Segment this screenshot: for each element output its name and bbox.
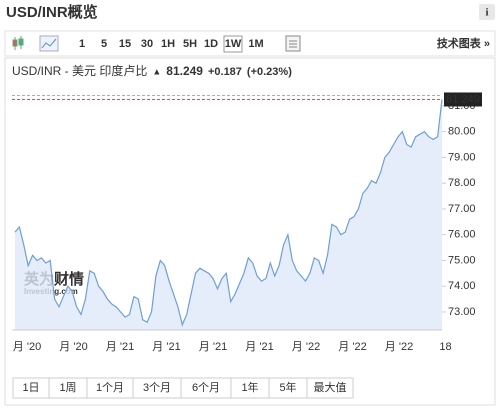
info-button[interactable] [479, 4, 495, 20]
x-tick-label: 18 [439, 341, 451, 353]
x-tick-label: 月 '21 [199, 341, 227, 353]
range-label: 5年 [279, 380, 296, 394]
toolbar [4, 30, 496, 57]
x-tick-label: 月 '22 [338, 341, 366, 353]
chart-frame [4, 57, 496, 406]
advanced-chart-link[interactable]: 技术图表 » [437, 36, 490, 50]
last-price-label: 81.249 [446, 93, 480, 105]
settings-icon[interactable] [285, 35, 301, 52]
interval-button[interactable]: 5 [101, 38, 107, 50]
y-tick-label: 77.00 [448, 203, 476, 215]
range-button[interactable] [306, 377, 354, 399]
interval-button[interactable]: 1W [225, 38, 242, 50]
change-pct: (+0.23%) [247, 66, 292, 78]
title: USD/INR概览 [6, 3, 98, 21]
x-tick-label: 月 '20 [13, 341, 41, 353]
arrow: ▲ [152, 66, 161, 76]
x-tick-label: 月 '20 [59, 341, 87, 353]
x-tick-label: 月 '21 [152, 341, 180, 353]
candle-icon[interactable] [12, 36, 24, 50]
range-label: 1日 [22, 382, 39, 394]
y-tick-label: 80.00 [448, 126, 476, 138]
area-fill [15, 99, 442, 330]
y-tick-label: 75.00 [448, 254, 476, 266]
y-tick-label: 79.00 [448, 151, 476, 163]
x-tick-label: 月 '21 [245, 341, 273, 353]
change: +0.187 [208, 66, 242, 78]
info-icon: i [485, 7, 488, 19]
interval-button[interactable]: 5H [183, 38, 197, 50]
price: 81.249 [166, 64, 203, 78]
name: USD/INR - 美元 印度卢比 [12, 63, 147, 78]
interval-button[interactable]: 30 [141, 38, 153, 50]
range-label: 6个月 [192, 381, 220, 394]
range-label: 1个月 [96, 381, 124, 394]
interval-button[interactable]: 1 [79, 38, 85, 50]
interval-button[interactable]: 1D [204, 38, 218, 50]
range-label: 1周 [59, 381, 76, 394]
range-label: 1年 [241, 380, 258, 394]
area-icon[interactable] [39, 35, 59, 52]
interval-selected [223, 35, 243, 53]
range-label: 最大值 [314, 380, 347, 394]
range-label: 3个月 [143, 381, 171, 394]
y-tick-label: 76.00 [448, 229, 476, 241]
interval-button[interactable]: 1M [248, 38, 263, 50]
y-tick-label: 74.00 [448, 280, 476, 292]
last-price-box [444, 92, 482, 107]
interval-button[interactable]: 1H [161, 38, 175, 50]
interval-button[interactable]: 15 [119, 38, 131, 50]
quote-line: USD/INR - 美元 印度卢比 ▲ 81.249 +0.187 (+0.23%) [12, 63, 292, 78]
x-tick-label: 月 '22 [292, 341, 320, 353]
x-tick-label: 月 '21 [106, 341, 134, 353]
price-line [14, 99, 443, 327]
x-tick-label: 月 '22 [385, 341, 413, 353]
y-tick-label: 78.00 [448, 177, 476, 189]
y-tick-label: 73.00 [448, 306, 476, 318]
